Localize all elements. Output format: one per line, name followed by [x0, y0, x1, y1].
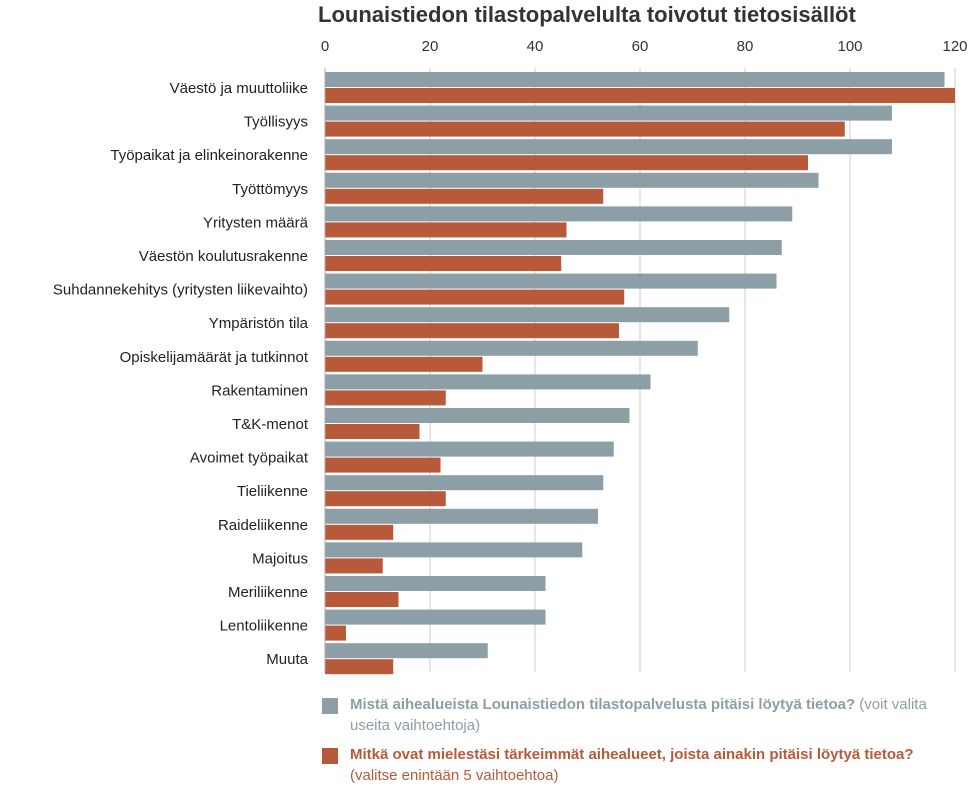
x-tick-label: 60	[632, 38, 649, 55]
x-tick-label: 40	[527, 38, 544, 55]
category-label: Suhdannekehitys (yritysten liikevaihto)	[53, 282, 308, 299]
bar-series-2	[325, 592, 399, 607]
bar-series-1	[325, 72, 945, 87]
bar-series-1	[325, 441, 614, 457]
bar-series-1	[325, 105, 892, 121]
x-tick-label: 120	[942, 38, 967, 55]
category-label: Työttömyys	[232, 181, 308, 198]
bar-series-1	[325, 172, 819, 188]
category-label: Raideliikenne	[218, 517, 308, 534]
category-label: Ympäristön tila	[209, 315, 309, 332]
bar-chart: 0 20 40 60 80 100 120 Väestö ja muuttoliike Työl…	[53, 38, 968, 675]
category-label: Rakentaminen	[211, 382, 308, 399]
category-label: Lentoliikenne	[220, 618, 308, 635]
bar-series-2	[325, 222, 567, 238]
x-tick-label: 100	[837, 38, 862, 55]
bar-series-2	[325, 424, 420, 439]
category-label: Muuta	[266, 651, 308, 668]
bar-series-1	[325, 609, 546, 625]
category-label: Tieliikenne	[237, 483, 308, 500]
bar-series-1	[325, 273, 777, 289]
category-label: T&K-menot	[232, 416, 309, 433]
legend-label-series-1: Mistä aihealueista Lounaistiedon tilasto…	[350, 696, 856, 713]
chart-title: Lounaistiedon tilastopalvelulta toivotut…	[318, 2, 856, 27]
category-label: Majoitus	[252, 550, 308, 567]
bar-series-2	[325, 323, 619, 339]
bar-series-2	[325, 625, 346, 641]
bar-series-1	[325, 340, 698, 356]
bar-series-2	[325, 188, 604, 204]
bar-series-2	[325, 256, 562, 271]
bar-series-1	[325, 139, 892, 155]
bar-series-2	[325, 121, 845, 137]
bar-series-2	[325, 155, 808, 171]
category-label: Väestö ja muuttoliike	[170, 80, 308, 97]
bar-series-2	[325, 457, 441, 473]
bar-series-1	[325, 508, 598, 524]
category-label: Työllisyys	[244, 114, 308, 131]
legend-swatch-series-2	[322, 748, 338, 764]
legend-note-series-2: (valitse enintään 5 vaihtoehtoa)	[350, 767, 559, 784]
bar-series-2	[325, 88, 955, 103]
x-tick-label: 20	[422, 38, 439, 55]
legend-label-series-2: Mitkä ovat mielestäsi tärkeimmät aihealu…	[350, 746, 914, 763]
x-tick-label: 0	[321, 38, 329, 55]
x-tick-label: 80	[737, 38, 754, 55]
bar-series-2	[325, 491, 446, 507]
bar-series-2	[325, 289, 625, 305]
bar-series-2	[325, 524, 394, 540]
bar-series-1	[325, 307, 730, 323]
bar-series-1	[325, 542, 583, 558]
legend: Mistä aihealueista Lounaistiedon tilasto…	[322, 694, 962, 794]
bar-series-1	[325, 576, 546, 591]
legend-note-series-1: (voit valita useita vaihtoehtoja)	[350, 696, 927, 734]
category-label: Avoimet työpaikat	[190, 450, 309, 467]
bar-series-1	[325, 475, 604, 491]
legend-item-series-2: Mitkä ovat mielestäsi tärkeimmät aihealu…	[322, 744, 962, 786]
bar-series-2	[325, 390, 446, 406]
bar-series-1	[325, 240, 782, 255]
bar-series-1	[325, 643, 488, 659]
legend-swatch-series-1	[322, 698, 338, 714]
bar-series-1	[325, 374, 651, 390]
bar-series-2	[325, 659, 394, 675]
category-label: Meriliikenne	[228, 584, 308, 601]
bar-series-1	[325, 408, 630, 423]
bar-series-2	[325, 558, 383, 574]
category-label: Väestön koulutusrakenne	[139, 248, 308, 265]
category-label: Työpaikat ja elinkeinorakenne	[110, 147, 308, 164]
category-label: Yritysten määrä	[203, 214, 309, 231]
category-label: Opiskelijamäärät ja tutkinnot	[120, 349, 309, 366]
bar-series-2	[325, 356, 483, 372]
legend-item-series-1: Mistä aihealueista Lounaistiedon tilasto…	[322, 694, 962, 736]
bar-series-1	[325, 206, 793, 222]
